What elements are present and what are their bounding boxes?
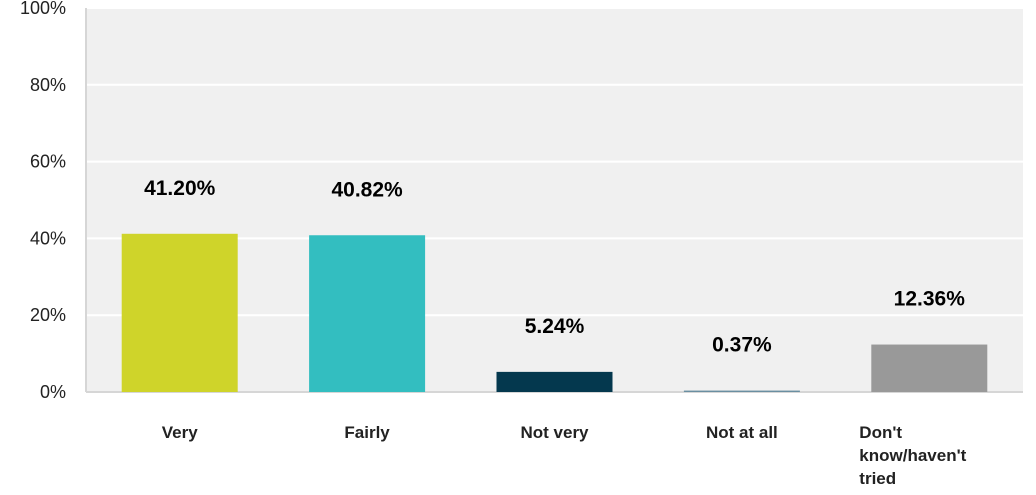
bar bbox=[496, 371, 613, 392]
data-label: 12.36% bbox=[894, 288, 966, 311]
x-axis-category-labels: Very Fairly Not very Not at all Don't know/ha… bbox=[162, 423, 967, 488]
category-label-line: Fairly bbox=[344, 423, 390, 442]
category-label: Don't know/haven't tried bbox=[859, 423, 966, 488]
category-label-line: Don't bbox=[859, 423, 902, 442]
y-axis-ticks: 0% 20% 40% 60% 80% 100% bbox=[20, 0, 66, 402]
bars bbox=[121, 233, 988, 392]
category-label-line: tried bbox=[859, 469, 896, 488]
category-label-line: Not very bbox=[520, 423, 589, 442]
bar bbox=[121, 233, 238, 392]
bar bbox=[871, 344, 988, 392]
category-label: Fairly bbox=[344, 423, 390, 442]
plot-background bbox=[86, 8, 1023, 392]
y-tick-label: 40% bbox=[30, 228, 66, 248]
category-label: Not very bbox=[520, 423, 589, 442]
value-labels: 41.20% 40.82% 5.24% 0.37% 12.36% bbox=[144, 177, 965, 357]
category-label-line: Very bbox=[162, 423, 198, 442]
data-label: 0.37% bbox=[712, 334, 772, 357]
gridlines bbox=[85, 7, 1023, 393]
category-label: Not at all bbox=[706, 423, 778, 442]
y-tick-label: 100% bbox=[20, 0, 66, 18]
y-tick-label: 20% bbox=[30, 305, 66, 325]
category-label-line: know/haven't bbox=[859, 446, 966, 465]
category-label-line: Not at all bbox=[706, 423, 778, 442]
y-tick-label: 60% bbox=[30, 152, 66, 172]
category-label: Very bbox=[162, 423, 198, 442]
data-label: 41.20% bbox=[144, 177, 216, 200]
y-tick-label: 80% bbox=[30, 75, 66, 95]
y-tick-label: 0% bbox=[40, 382, 66, 402]
bar bbox=[683, 390, 800, 392]
data-label: 5.24% bbox=[525, 315, 585, 338]
bar bbox=[309, 235, 426, 392]
data-label: 40.82% bbox=[331, 178, 403, 201]
